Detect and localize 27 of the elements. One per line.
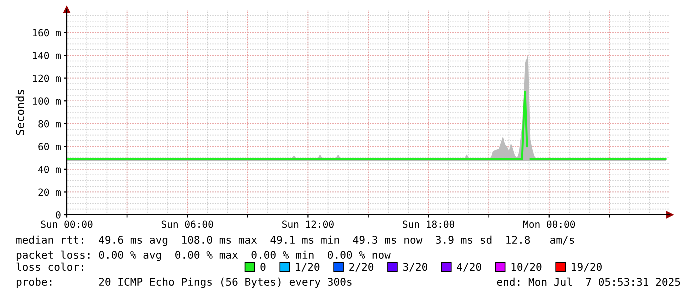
x-tick-label: Sun 06:00 [162,220,214,228]
y-tick-label: 160 m [33,29,61,37]
legend-label: 2/20 [350,263,374,272]
y-tick-label: 140 m [33,52,61,60]
text: probe: 20 ICMP Echo Pings (56 Bytes) every 300s [16,278,352,288]
y-tick-label: 20 m [38,188,61,196]
text: end: Mon Jul 7 05:53:31 2025 [497,278,680,286]
legend-label: 3/20 [403,263,428,272]
y-tick-label: 60 m [38,143,61,151]
y-tick-label: 40 m [38,166,61,174]
y-tick-label: 120 m [33,74,61,82]
x-tick-label: Mon 00:00 [523,220,576,228]
y-axis-title: Seconds [16,90,24,136]
legend-label: 1/20 [296,263,320,272]
y-tick-label: 0 [56,212,61,219]
legend-label: 19/20 [572,263,602,272]
legend-label: 0 [260,263,266,272]
y-tick-label: 100 m [33,98,61,105]
text: median rtt: 49.6 ms avg 108.0 ms max 49.1 ms min 49.3 ms now 3.9 ms sd 12.8 am/s [16,236,574,246]
x-tick-label: Sun 00:00 [41,220,93,228]
legend-label: 10/20 [512,263,542,272]
text: packet loss: 0.00 % avg 0.00 % max 0.00 % min 0.00 % now [16,250,391,262]
x-tick-label: Sun 18:00 [403,220,455,228]
y-tick-label: 80 m [38,120,61,128]
x-tick-label: Sun 12:00 [282,220,334,228]
text: loss color: [16,262,84,272]
legend-label: 4/20 [457,263,482,272]
